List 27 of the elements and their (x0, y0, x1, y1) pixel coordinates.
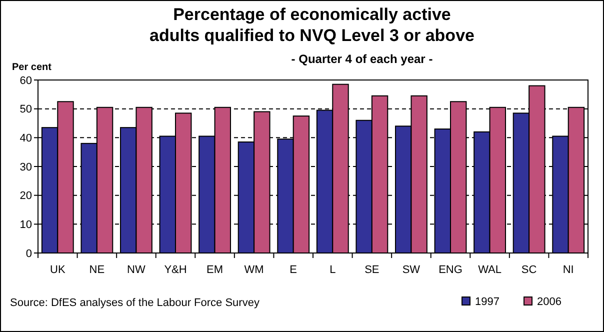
x-tick-label: UK (50, 264, 66, 276)
y-tick-label: 10 (20, 219, 32, 232)
y-tick-label: 50 (20, 104, 32, 116)
x-tick-label: NI (562, 264, 574, 276)
x-tick-label: NW (127, 264, 146, 276)
y-tick-label: 20 (20, 190, 32, 202)
y-tick-label: 30 (20, 161, 32, 174)
x-tick-label: SE (364, 264, 380, 276)
y-tick-label: 0 (26, 248, 32, 260)
source-note: Source: DfES analyses of the Labour Force Survey (10, 297, 260, 309)
x-tick-label: E (290, 264, 298, 276)
x-tick-label: SC (521, 264, 537, 276)
y-axis-title: Per cent (12, 62, 52, 73)
x-tick-label: NE (89, 264, 105, 276)
x-tick-label: L (330, 264, 336, 276)
y-tick-label: 40 (20, 132, 32, 145)
chart-subtitle: - Quarter 4 of each year - (291, 52, 433, 66)
x-tick-label: SW (402, 264, 421, 276)
legend-label: 1997 (475, 296, 500, 308)
y-tick-label: 60 (20, 74, 32, 87)
x-tick-label: Y&H (164, 264, 187, 276)
x-tick-label: WM (244, 264, 264, 276)
x-tick-label: ENG (438, 264, 462, 276)
x-tick-label: EM (206, 264, 224, 276)
chart-title: Percentage of economically active adults qualified to NVQ Level 3 or above (150, 5, 474, 45)
x-tick-label: WAL (478, 264, 502, 276)
legend-label: 2006 (537, 296, 562, 308)
